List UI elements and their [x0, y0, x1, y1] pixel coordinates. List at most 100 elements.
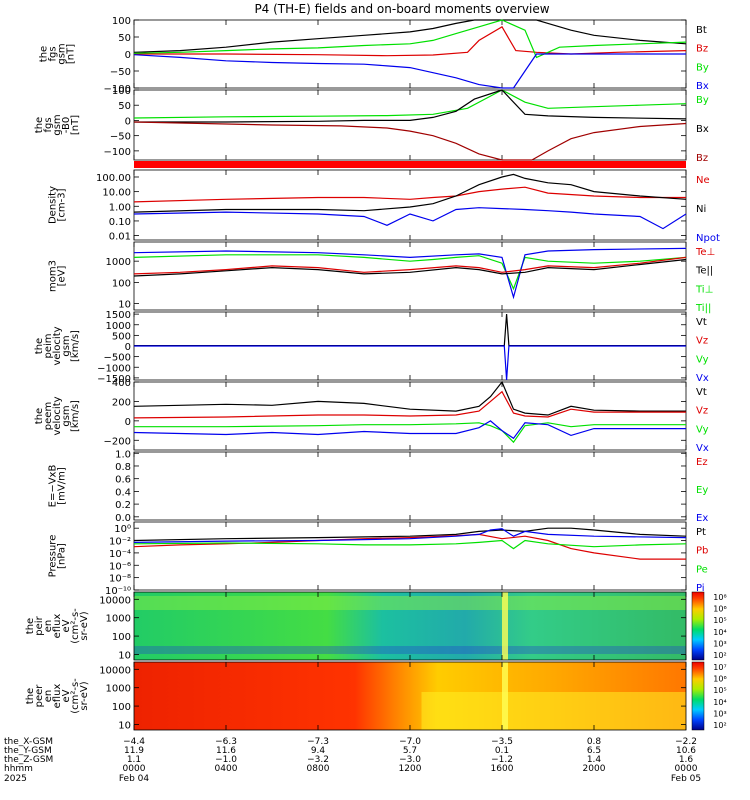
peer-ytick-label: 1000	[106, 684, 131, 695]
peem-velocity-legend-2: Vy	[696, 424, 709, 435]
density-series-Ni	[133, 173, 687, 213]
fgs-gse-ytick-label: −50	[110, 132, 131, 143]
peim-velocity-ytick-label: 1500	[106, 310, 131, 321]
panel-peer: 10⁷10⁶10⁵10⁴10³10²10000100010010thepeere…	[25, 661, 727, 731]
peer-band-yellow	[421, 692, 686, 730]
peem-velocity-legend-1: Vz	[696, 406, 708, 417]
fgs-gse-legend-0: By	[696, 95, 709, 106]
peim-velocity-legend-1: Vz	[696, 336, 708, 347]
fgs-gse-legend-2: Bz	[696, 153, 708, 164]
density-ytick-label: 10.00	[102, 188, 131, 199]
density-legend-1: Ni	[696, 204, 706, 215]
panel-status-bar	[134, 161, 686, 168]
xaxis-row-value: 11.9	[124, 746, 144, 756]
fgs-ytick-label: 50	[118, 33, 131, 44]
xaxis-row-value: 0.8	[587, 737, 602, 747]
density-ytick-label: 0.01	[109, 232, 131, 243]
xaxis-row-value: −3.0	[399, 755, 421, 765]
xaxis-row-value: 1.4	[587, 755, 602, 765]
peir-ytick-label: 1000	[106, 614, 131, 625]
xaxis-row-value: −3.5	[491, 737, 513, 747]
peir-colorbar-scale	[691, 591, 705, 661]
fgs-ylabel: fgs	[48, 46, 59, 61]
date-start: Feb 04	[119, 774, 150, 784]
xaxis-row-value: −6.3	[215, 737, 237, 747]
peim-velocity-ylabel: the	[34, 338, 45, 354]
peem-velocity-series-Vx	[133, 420, 686, 440]
peer-colorbar-scale	[691, 661, 705, 731]
temperature-legend-1: Te||	[695, 266, 713, 277]
efield-ytick-label: 0.0	[115, 513, 131, 524]
fgs-gse-series-Bx	[134, 89, 687, 123]
xaxis-row-value: −2.2	[675, 737, 697, 747]
peem-velocity-ylabel: the	[34, 408, 45, 424]
efield-ytick-label: 1.0	[115, 449, 131, 460]
fgs-legend-2: By	[696, 62, 709, 73]
peir-band-high	[134, 596, 686, 610]
density-ylabel: [cm-3]	[57, 188, 68, 221]
peem-velocity-ytick-label: 0	[125, 417, 131, 428]
panel-peir: 10⁸10⁶10⁵10⁴10³10²10000100010010thepeire…	[25, 591, 727, 661]
efield-ytick-label: 0.4	[115, 487, 131, 498]
xaxis-row-value: 1600	[491, 764, 514, 774]
plot-title: P4 (TH-E) fields and on-board moments ov…	[254, 2, 549, 16]
panel-density: 100.00 10.00 1.00 0.10 0.01 Density[cm-3] Ne Ni…	[48, 169, 720, 244]
density-legend-2: Npot	[696, 233, 720, 244]
density-ytick-label: 0.10	[109, 217, 131, 228]
peim-velocity-ylabel: peim	[43, 333, 54, 358]
fgs-gse-legend-1: Bx	[696, 124, 709, 135]
fgs-gse-ytick-label: 100	[112, 86, 131, 97]
xaxis-row-value: 11.6	[216, 746, 236, 756]
peir-event-stripe	[502, 592, 508, 660]
efield-legend-1: Ey	[696, 485, 708, 496]
fgs-legend-3: Bx	[696, 81, 709, 92]
xaxis-row-label: the_Y-GSM	[4, 746, 52, 756]
xaxis-row-label: the_X-GSM	[4, 737, 53, 747]
peim-velocity-legend-3: Vx	[696, 373, 709, 384]
peem-velocity-ylabel: [km/s]	[70, 400, 81, 432]
efield-ytick-label: 0.6	[115, 475, 131, 486]
peer-ylabel: the	[25, 688, 36, 704]
efield-axes-box	[133, 451, 687, 521]
peir-ylabel: sr-eV)	[79, 611, 90, 640]
peem-velocity-ytick-label: −200	[104, 436, 131, 447]
temperature-series-Te⊥	[133, 256, 687, 275]
fgs-gse-ytick-label: −100	[104, 147, 131, 158]
pressure-legend-3: Pi	[696, 583, 705, 594]
peir-colorbar-tick: 10⁶	[713, 605, 726, 614]
efield-ytick-label: 0.8	[115, 462, 131, 473]
fgs-ytick-label: 100	[112, 16, 131, 27]
xaxis-row-value: −3.2	[307, 755, 329, 765]
fgs-legend-1: Bz	[696, 44, 708, 55]
pressure-ytick-label: 10⁰	[114, 524, 131, 535]
xaxis-row-value: 1.1	[127, 755, 141, 765]
peim-velocity-ytick-label: 1000	[106, 321, 131, 332]
date-end: Feb 05	[671, 774, 701, 784]
peer-colorbar-tick: 10⁶	[713, 675, 726, 684]
density-axes-box	[133, 169, 687, 241]
xaxis-row-value: −7.3	[307, 737, 329, 747]
density-ylabel: Density	[48, 186, 59, 224]
peir-ytick-label: 10	[118, 650, 131, 661]
temperature-ytick-label: 100	[112, 278, 131, 289]
peim-velocity-ytick-label: −500	[104, 353, 131, 364]
xaxis-row-value: 0000	[675, 764, 698, 774]
peir-colorbar: 10⁸ 10⁶ 10⁵ 10⁴ 10³ 10²	[691, 591, 727, 661]
peir-ytick-label: 100	[112, 632, 131, 643]
fgs-legend-0: Bt	[696, 25, 707, 36]
temperature-ytick-label: 10	[118, 300, 131, 311]
peir-ytick-label: 10000	[99, 595, 131, 606]
peer-ylabel: peer	[34, 684, 45, 708]
density-ytick-label: 1.00	[109, 202, 131, 213]
fgs-gse-series-By	[133, 89, 687, 119]
xaxis-row-label: hhmm	[4, 764, 33, 774]
peim-velocity-ytick-label: 0	[125, 342, 131, 353]
fgs-ylabel: the	[39, 46, 50, 62]
peem-velocity-ytick-label: 200	[112, 397, 131, 408]
efield-ylabel: E=−VxB	[48, 465, 59, 508]
pressure-ytick-label: 10⁻²	[109, 537, 131, 548]
peim-velocity-ytick-label: 500	[112, 331, 131, 342]
